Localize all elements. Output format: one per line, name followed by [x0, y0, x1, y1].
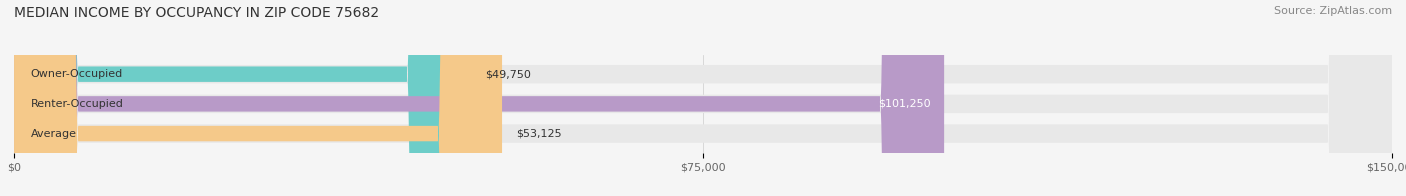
FancyBboxPatch shape	[14, 0, 471, 196]
FancyBboxPatch shape	[14, 0, 945, 196]
FancyBboxPatch shape	[14, 0, 502, 196]
Text: $53,125: $53,125	[516, 129, 561, 139]
Text: $49,750: $49,750	[485, 69, 530, 79]
FancyBboxPatch shape	[14, 0, 1392, 196]
Text: Renter-Occupied: Renter-Occupied	[31, 99, 124, 109]
Text: Source: ZipAtlas.com: Source: ZipAtlas.com	[1274, 6, 1392, 16]
Text: $101,250: $101,250	[877, 99, 931, 109]
Text: MEDIAN INCOME BY OCCUPANCY IN ZIP CODE 75682: MEDIAN INCOME BY OCCUPANCY IN ZIP CODE 7…	[14, 6, 380, 20]
FancyBboxPatch shape	[14, 0, 1392, 196]
Text: Owner-Occupied: Owner-Occupied	[31, 69, 122, 79]
FancyBboxPatch shape	[14, 0, 1392, 196]
Text: Average: Average	[31, 129, 76, 139]
